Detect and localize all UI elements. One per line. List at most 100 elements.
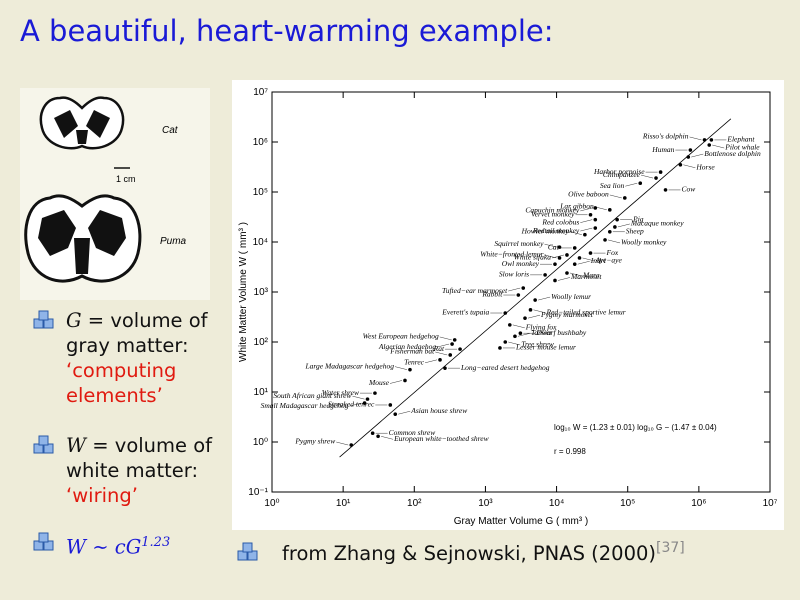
y-tick-label: 10⁶ xyxy=(253,137,268,148)
y-tick-label: 10⁴ xyxy=(253,237,268,248)
point-label: Owl monkey xyxy=(502,259,540,268)
data-point xyxy=(607,208,612,212)
point-label: Lar gibbon xyxy=(559,202,594,211)
data-point xyxy=(583,232,587,237)
data-point xyxy=(388,403,393,407)
data-point xyxy=(458,347,462,351)
fit-line xyxy=(339,118,732,458)
data-point xyxy=(688,148,693,152)
annotation: r = 0.998 xyxy=(554,447,586,456)
figure-label: Puma xyxy=(160,236,187,247)
point-label: Capuchin monkey xyxy=(525,206,580,215)
math-symbol: G xyxy=(66,309,82,332)
data-point xyxy=(638,181,643,185)
leader-line xyxy=(538,296,551,301)
point-label: Pilot whale xyxy=(724,143,760,152)
data-point xyxy=(518,331,523,335)
leader-line xyxy=(336,441,349,446)
point-label: Slow loris xyxy=(499,270,529,279)
leader-line xyxy=(381,436,394,440)
point-label: Horse xyxy=(695,163,715,172)
leader-line xyxy=(569,231,582,235)
point-label: South African giant shrew xyxy=(273,391,351,400)
point-label: Small Madagascar hedgehog xyxy=(261,401,349,410)
x-tick-label: 10⁰ xyxy=(264,498,279,509)
data-point xyxy=(498,346,502,350)
point-label: Rat xyxy=(433,344,445,353)
data-point xyxy=(593,226,598,230)
point-label: Fisherman bat xyxy=(389,347,435,356)
leader-line xyxy=(569,272,583,277)
leader-line xyxy=(640,174,654,179)
point-label: Tarsier xyxy=(531,328,552,337)
point-label: Asian house shrew xyxy=(410,406,467,415)
bullet-icon xyxy=(33,532,54,551)
leader-line xyxy=(512,324,525,329)
point-label: Pig xyxy=(632,214,644,223)
point-label: Water shrew xyxy=(322,388,359,397)
leader-line xyxy=(691,153,704,158)
y-axis-label: White Matter Volume W ( mm³ ) xyxy=(238,222,249,362)
y-tick-label: 10³ xyxy=(254,287,269,298)
data-point xyxy=(593,217,598,222)
point-label: Large Madagascar hedgehog xyxy=(305,361,395,370)
point-label: Bottlenose dolphin xyxy=(704,149,761,158)
data-point xyxy=(438,358,442,362)
point-label: Harbor porpoise xyxy=(593,167,645,176)
leader-line xyxy=(389,380,403,384)
bullet-icon xyxy=(237,542,258,561)
data-point xyxy=(507,323,512,327)
data-point xyxy=(376,434,380,439)
data-point xyxy=(615,217,619,222)
bullet-highlight: ‘computing elements’ xyxy=(66,359,177,407)
leader-line xyxy=(435,351,448,356)
reference-text: from Zhang & Sejnowski, PNAS (2000) xyxy=(282,541,656,565)
point-label: Indri xyxy=(590,256,606,265)
data-point xyxy=(521,286,526,290)
data-point xyxy=(593,206,598,210)
point-label: Red−tailed sportive lemur xyxy=(545,308,625,317)
data-point xyxy=(408,367,412,372)
leader-line xyxy=(352,395,365,400)
formula-exponent: 1.23 xyxy=(141,535,171,550)
data-point xyxy=(603,238,607,242)
data-point xyxy=(523,316,527,320)
point-label: Everett's tupaia xyxy=(441,308,489,317)
puma-brain xyxy=(24,194,142,283)
leader-line xyxy=(533,309,546,314)
leader-line xyxy=(394,366,408,370)
point-label: Squirrel monkey xyxy=(494,239,544,248)
leader-line xyxy=(551,254,565,259)
chart-background xyxy=(232,80,784,530)
point-label: Tree shrew xyxy=(521,340,554,349)
point-label: Dwarf bushbaby xyxy=(535,328,586,337)
leader-line xyxy=(557,277,571,281)
data-point xyxy=(702,138,707,142)
brain-figure: Cat 1 cm Puma xyxy=(20,88,210,300)
point-label: Flying fox xyxy=(525,323,557,332)
point-label: Rabbit xyxy=(481,290,503,299)
data-point xyxy=(623,196,627,200)
point-label: Pygmy marmoset xyxy=(540,310,594,319)
point-label: Cow xyxy=(682,185,696,194)
point-label: White sifaka xyxy=(514,253,552,262)
citation: [37] xyxy=(656,540,685,556)
data-point xyxy=(403,378,407,383)
y-tick-label: 10⁷ xyxy=(253,87,268,98)
point-label: Chimpanzee xyxy=(603,170,641,179)
y-tick-label: 10⁰ xyxy=(253,437,268,448)
leader-line xyxy=(424,359,438,364)
point-label: Red colobus xyxy=(541,217,579,226)
point-label: Marmoset xyxy=(570,272,602,281)
data-point xyxy=(654,176,658,180)
point-label: Lesser mouse lemur xyxy=(515,343,576,352)
leader-line xyxy=(607,239,621,244)
data-point xyxy=(678,162,683,167)
x-tick-label: 10⁵ xyxy=(620,498,635,509)
leader-line xyxy=(625,183,638,187)
point-label: Long−eared desert hedgehog xyxy=(460,363,550,372)
point-label: Risso's dolphin xyxy=(642,132,689,141)
data-point xyxy=(443,366,447,370)
point-label: Woolly monkey xyxy=(621,238,667,247)
point-label: Cat xyxy=(548,243,560,252)
